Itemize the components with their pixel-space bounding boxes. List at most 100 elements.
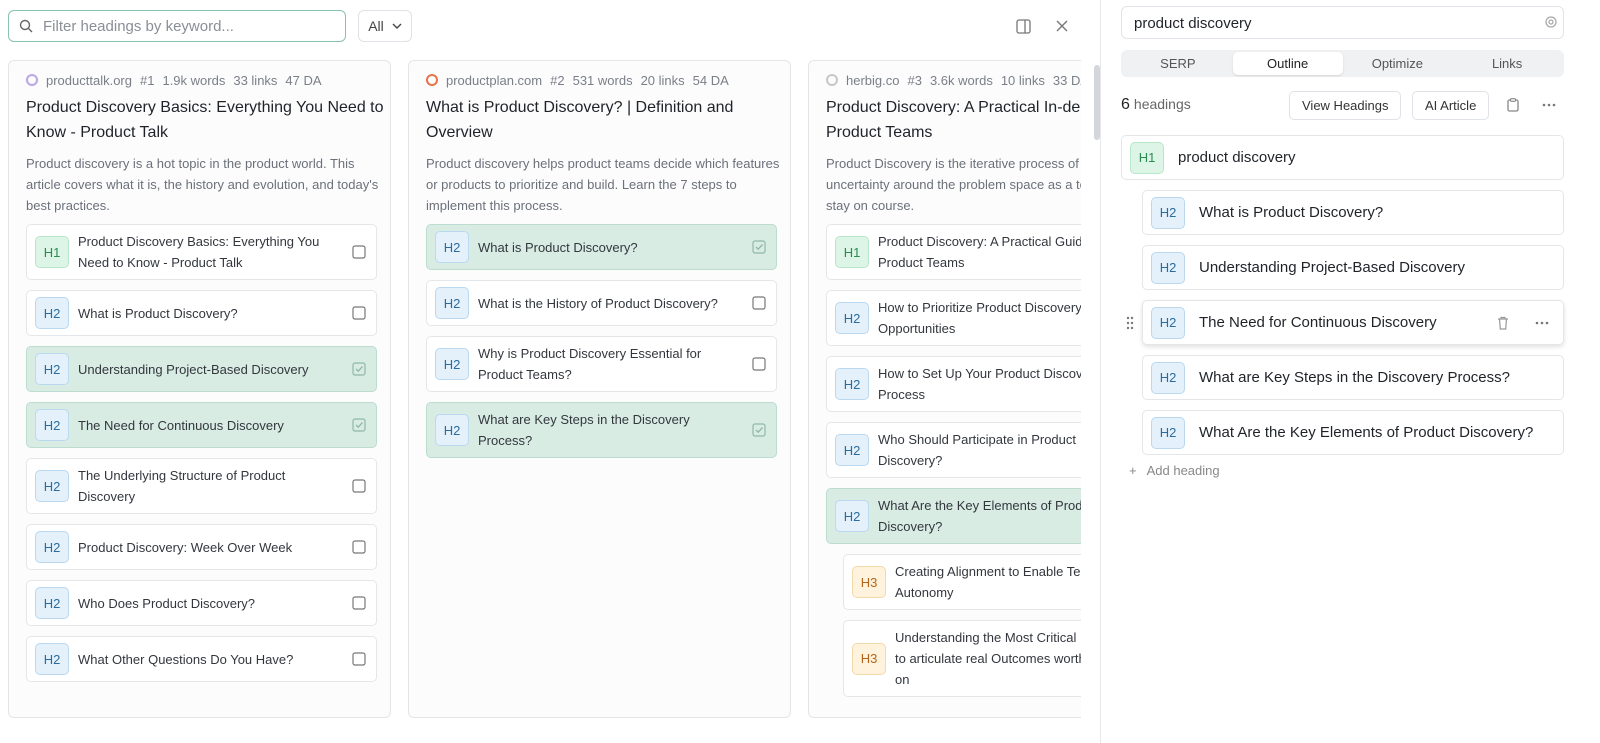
meta-domain: herbig.co	[846, 72, 900, 88]
heading-card: H2 What is Product Discovery?	[426, 224, 777, 270]
outline-item[interactable]: H2 The Need for Continuous Discovery	[1126, 300, 1564, 345]
meta-links: 33 links	[233, 72, 278, 88]
heading-text: What Are the Key Elements of Product Dis…	[1199, 424, 1534, 441]
count-label: headings	[1133, 96, 1191, 112]
scrollbar[interactable]	[1094, 65, 1100, 140]
checkbox[interactable]	[352, 652, 366, 666]
favicon	[26, 74, 38, 86]
outline-item[interactable]: H2 What are Key Steps in the Discovery Pr…	[1142, 355, 1564, 400]
heading-card: H2 Why is Product Discovery Essential for…	[426, 336, 777, 392]
filter-placeholder: Filter headings by keyword...	[43, 17, 234, 35]
heading-card: H2 What are Key Steps in the Discovery Pr…	[426, 402, 777, 458]
keyword-input[interactable]: product discovery	[1121, 6, 1564, 39]
meta-rank: #1	[140, 72, 155, 88]
outline-item[interactable]: H2 What is Product Discovery?	[1142, 190, 1564, 235]
checkbox-checked[interactable]	[352, 362, 366, 376]
heading-text: What is Product Discovery?	[1199, 204, 1384, 221]
meta-words: 1.9k words	[162, 72, 226, 88]
heading-card: H2 What Are the Key Elements of Product D…	[826, 488, 1081, 544]
heading-level: H3	[852, 566, 886, 598]
heading-card: H2 The Underlying Structure of Product Di…	[26, 458, 377, 514]
heading-cards: H2 What is Product Discovery? H2 What is th…	[426, 224, 777, 458]
heading-level: H2	[835, 434, 869, 466]
heading-card: H3 Creating Alignment to Enable Team Auto…	[843, 554, 1081, 610]
heading-text: What is Product Discovery?	[78, 305, 238, 321]
checkbox[interactable]	[352, 306, 366, 320]
heading-text: Understanding Project-Based Discovery	[1199, 259, 1465, 276]
heading-card: H1 Product Discovery: A Practical Guide f…	[826, 224, 1081, 280]
heading-card: H2 The Need for Continuous Discovery	[26, 402, 377, 448]
meta-words: 531 words	[572, 72, 633, 88]
heading-level: H2	[35, 531, 69, 563]
tab[interactable]: Outline	[1232, 52, 1343, 75]
heading-level: H2	[1151, 251, 1185, 284]
tab[interactable]: Optimize	[1371, 56, 1424, 71]
result-meta: producttalk.org #1 1.9k words 33 links 47 DA	[26, 71, 390, 89]
tab[interactable]: Links	[1491, 56, 1523, 71]
filter-select[interactable]: All	[358, 10, 412, 42]
result-description: Product Discovery is the iterative proce…	[826, 156, 1081, 213]
close-button[interactable]	[1056, 20, 1068, 32]
heading-level: H2	[1151, 306, 1185, 339]
more-icon[interactable]	[1542, 103, 1556, 107]
checkbox[interactable]	[352, 245, 366, 259]
heading-card: H2 What is Product Discovery?	[26, 290, 377, 336]
keyword: product discovery	[1134, 15, 1252, 32]
heading-level: H2	[1151, 416, 1185, 449]
meta-rank: #2	[550, 72, 565, 88]
result-column: producttalk.org #1 1.9k words 33 links 47 DA…	[8, 60, 391, 718]
heading-cards: H1 Product Discovery Basics: Everything Y…	[26, 224, 377, 682]
checkbox-checked[interactable]	[752, 240, 766, 254]
heading-card: H3 Understanding the Most Critical Proble…	[843, 620, 1081, 697]
heading-card: H2 Product Discovery: Week Over Week	[26, 524, 377, 570]
result-title[interactable]: Product Discovery Basics: Everything You…	[26, 99, 384, 141]
heading-text: Product Discovery: A Practical Guide for…	[878, 234, 1081, 270]
checkbox[interactable]	[752, 296, 766, 310]
heading-level: H2	[435, 231, 469, 263]
tab[interactable]: SERP	[1160, 56, 1196, 71]
tabs: SERP Outline Optimize Links	[1121, 50, 1564, 77]
checkbox[interactable]	[352, 540, 366, 554]
checkbox[interactable]	[752, 357, 766, 371]
more-icon[interactable]	[1535, 321, 1549, 325]
checkbox[interactable]	[352, 596, 366, 610]
checkbox-checked[interactable]	[752, 423, 766, 437]
heading-level: H2	[1151, 361, 1185, 394]
meta-domain: productplan.com	[446, 72, 543, 88]
heading-card: H2 How to Set Up Your Product Discovery P…	[826, 356, 1081, 412]
heading-text: Why is Product Discovery Essential for P…	[478, 346, 702, 382]
heading-level: H2	[435, 414, 469, 446]
heading-text: The Need for Continuous Discovery	[78, 417, 284, 433]
add-heading-button[interactable]: + Add heading	[1129, 463, 1220, 478]
heading-text: What is the History of Product Discovery…	[478, 295, 718, 311]
meta-da: 33 DA	[1052, 72, 1081, 88]
panel-toggle[interactable]	[1016, 19, 1031, 34]
copy-icon[interactable]	[1507, 98, 1519, 112]
checkbox[interactable]	[352, 479, 366, 493]
heading-level: H2	[835, 368, 869, 400]
view-headings-button[interactable]: View Headings	[1289, 91, 1402, 120]
heading-card: H2 Who Should Participate in Product Disc…	[826, 422, 1081, 478]
outline-item[interactable]: H2 What Are the Key Elements of Product D…	[1142, 410, 1564, 455]
outline-item[interactable]: H2 Understanding Project-Based Discovery	[1142, 245, 1564, 290]
settings-icon[interactable]	[1544, 15, 1558, 29]
ai-article-button[interactable]: AI Article	[1412, 91, 1490, 120]
heading-text: Understanding the Most Critical Problems…	[895, 630, 1081, 687]
result-column: productplan.com #2 531 words 20 links 54 DA W…	[408, 60, 791, 718]
heading-level: H2	[835, 302, 869, 334]
result-title[interactable]: What is Product Discovery? | Definition …	[426, 99, 734, 141]
result-meta: productplan.com #2 531 words 20 links 54 DA	[426, 71, 790, 89]
heading-text: The Underlying Structure of Product Disc…	[78, 468, 286, 504]
result-description: Product discovery is a hot topic in the …	[26, 156, 379, 213]
outline-item[interactable]: H1 product discovery	[1121, 135, 1564, 180]
heading-card: H2 How to Prioritize Product Discovery Op…	[826, 290, 1081, 346]
result-title[interactable]: Product Discovery: A Practical In-depth …	[826, 99, 1081, 141]
meta-links: 10 links	[1000, 72, 1045, 88]
delete-icon[interactable]	[1497, 316, 1509, 330]
heading-text: Understanding Project-Based Discovery	[78, 361, 309, 377]
heading-level: H2	[1151, 196, 1185, 229]
checkbox-checked[interactable]	[352, 418, 366, 432]
drag-handle[interactable]	[1126, 316, 1134, 330]
filter-input[interactable]: Filter headings by keyword...	[8, 10, 346, 42]
heading-level: H2	[435, 348, 469, 380]
